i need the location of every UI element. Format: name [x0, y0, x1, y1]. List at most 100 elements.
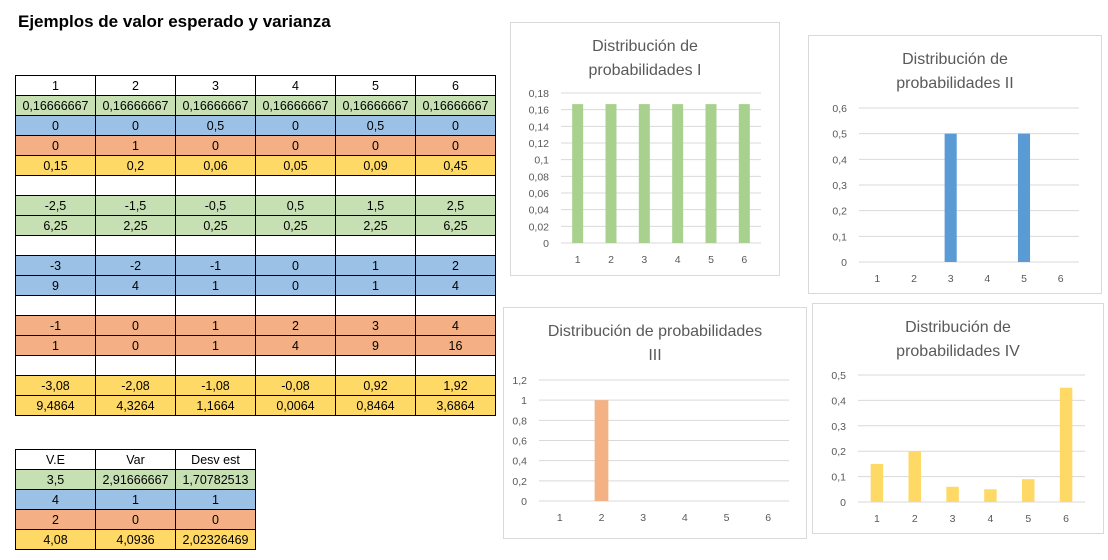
table-cell: 0,5	[255, 195, 336, 216]
table-cell: 0	[15, 115, 96, 136]
table-cell: 4	[415, 275, 496, 296]
table-row: -2,5 -1,5 -0,5 0,5 1,5 2,5	[15, 195, 496, 216]
table-cell	[415, 295, 496, 316]
table-cell: 1	[175, 335, 256, 356]
table-cell: 0	[415, 115, 496, 136]
table-cell: -0,5	[175, 195, 256, 216]
chart-title-line: probabilidades I	[589, 62, 702, 79]
table-row: 4,08 4,0936 2,02326469	[15, 529, 256, 550]
chart-title-line: III	[648, 347, 661, 364]
table-cell	[15, 295, 96, 316]
table-cell: 0,15	[15, 155, 96, 176]
x-tick-label: 1	[557, 512, 563, 524]
table-cell: -1	[15, 315, 96, 336]
chart-title-line: Distribución de	[902, 51, 1008, 68]
table-cell: 4	[255, 335, 336, 356]
table-cell: 0,05	[255, 155, 336, 176]
y-tick-label: 0,14	[529, 121, 550, 133]
table-row: -3,08 -2,08 -1,08 -0,08 0,92 1,92	[15, 375, 496, 396]
table-cell	[415, 175, 496, 196]
table-row: 0,15 0,2 0,06 0,05 0,09 0,45	[15, 155, 496, 176]
bar	[738, 104, 750, 243]
table-cell: 0,16666667	[95, 95, 176, 116]
table-cell	[15, 175, 96, 196]
y-tick-label: 1	[521, 395, 527, 407]
x-tick-label: 3	[948, 273, 954, 285]
table-cell: 0	[175, 509, 256, 530]
table-cell: 4	[95, 275, 176, 296]
main-table: 1 2 3 4 5 6 0,16666667 0,16666667 0,16666667 0,16…	[15, 75, 496, 416]
table-cell: 1	[335, 255, 416, 276]
table-cell: -3	[15, 255, 96, 276]
table-cell	[175, 295, 256, 316]
table-cell: 0,25	[255, 215, 336, 236]
table-cell: -2	[95, 255, 176, 276]
table-cell: 1,5	[335, 195, 416, 216]
y-tick-label: 0,6	[832, 103, 847, 115]
table-cell: 0	[95, 315, 176, 336]
table-row: 9,4864 4,3264 1,1664 0,0064 0,8464 3,6864	[15, 395, 496, 416]
chart-title-line: probabilidades II	[896, 75, 1013, 92]
table-cell	[415, 355, 496, 376]
x-tick-label: 4	[675, 254, 681, 266]
table-cell: 0	[255, 135, 336, 156]
table-cell: 2	[255, 315, 336, 336]
table-row: 1 0 1 4 9 16	[15, 335, 496, 356]
table-cell	[415, 235, 496, 256]
x-tick-label: 4	[682, 512, 688, 524]
table-cell: 3	[175, 75, 256, 96]
x-tick-label: 3	[950, 513, 956, 525]
y-tick-label: 0,1	[534, 155, 549, 167]
x-tick-label: 6	[1063, 513, 1069, 525]
table-cell: 4	[255, 75, 336, 96]
table-cell	[335, 235, 416, 256]
chart-distribution-4: Distribución de probabilidades IV 0 0,1 0,2 0…	[812, 303, 1104, 534]
table-cell: 6	[415, 75, 496, 96]
chart-title-line: Distribución de	[592, 38, 698, 55]
table-row	[15, 355, 496, 376]
table-cell: -0,08	[255, 375, 336, 396]
y-tick-label: 0	[521, 496, 527, 508]
table-cell: 2,02326469	[175, 529, 256, 550]
table-cell: 0,5	[335, 115, 416, 136]
table-cell: 0	[95, 509, 176, 530]
table-cell: -3,08	[15, 375, 96, 396]
y-tick-label: 0,5	[832, 129, 847, 141]
chart-distribution-2: Distribución de probabilidades II 0 0,1 0,2 0…	[808, 35, 1102, 294]
table-cell: 1,92	[415, 375, 496, 396]
table-cell: 0	[255, 115, 336, 136]
table-cell	[335, 295, 416, 316]
bar	[1059, 387, 1073, 502]
table-cell: 4,08	[15, 529, 96, 550]
table-cell: 1	[15, 335, 96, 356]
bar	[594, 400, 609, 501]
table-cell: Var	[95, 449, 176, 470]
table-row: 3,5 2,91666667 1,70782513	[15, 469, 256, 490]
chart-title-line: Distribución de probabilidades	[548, 323, 762, 340]
table-cell: 1	[95, 489, 176, 510]
table-cell	[95, 235, 176, 256]
table-cell: 9	[15, 275, 96, 296]
table-cell	[15, 355, 96, 376]
table-cell: Desv est	[175, 449, 256, 470]
bar	[638, 104, 650, 243]
table-cell: V.E	[15, 449, 96, 470]
table-cell: 1	[15, 75, 96, 96]
x-tick-label: 5	[1025, 513, 1031, 525]
table-cell: 5	[335, 75, 416, 96]
table-cell: 0	[255, 255, 336, 276]
table-cell: 3,6864	[415, 395, 496, 416]
x-tick-label: 1	[874, 273, 880, 285]
table-cell: 3	[335, 315, 416, 336]
y-tick-label: 0,16	[529, 105, 550, 117]
x-tick-label: 4	[987, 513, 993, 525]
bar	[870, 463, 884, 502]
table-cell: 4	[15, 489, 96, 510]
y-tick-label: 0,1	[832, 231, 847, 243]
table-cell: 4	[415, 315, 496, 336]
table-cell: 0,8464	[335, 395, 416, 416]
y-tick-label: 0,3	[831, 421, 846, 433]
